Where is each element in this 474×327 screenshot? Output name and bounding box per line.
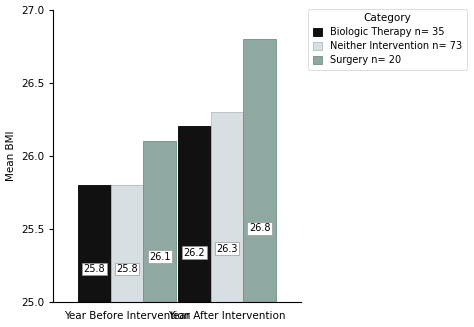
Text: 26.8: 26.8 (249, 223, 271, 233)
Bar (243, 39, 276, 302)
Text: 26.3: 26.3 (216, 244, 237, 253)
Text: 25.8: 25.8 (116, 264, 138, 274)
Bar (210, 112, 243, 302)
Bar (178, 127, 210, 302)
Legend: Biologic Therapy n= 35, Neither Intervention n= 73, Surgery n= 20: Biologic Therapy n= 35, Neither Interven… (308, 9, 467, 70)
Bar (143, 141, 176, 302)
Bar (110, 185, 143, 302)
Text: 25.8: 25.8 (83, 264, 105, 274)
Text: 26.2: 26.2 (183, 248, 205, 258)
Bar (78, 185, 110, 302)
Y-axis label: Mean BMI: Mean BMI (6, 130, 16, 181)
Text: 26.1: 26.1 (149, 252, 171, 262)
